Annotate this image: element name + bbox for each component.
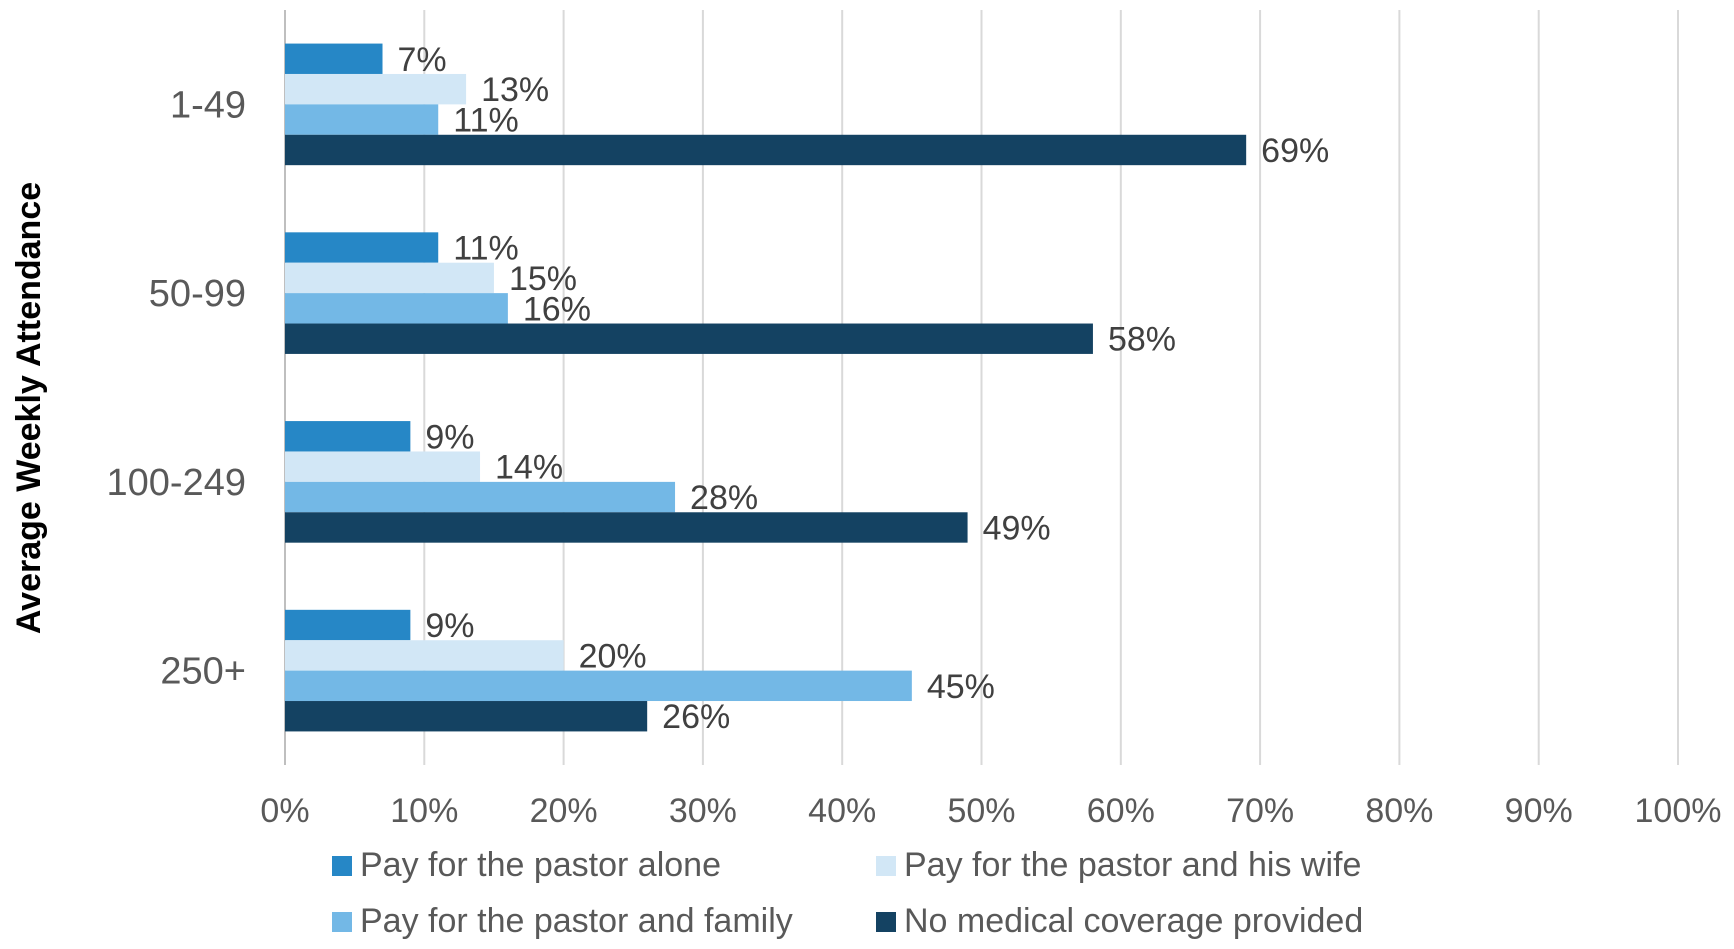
category-label: 100-249 <box>107 462 246 504</box>
legend-label: Pay for the pastor and family <box>360 902 793 940</box>
bar <box>285 323 1093 354</box>
bar <box>285 640 564 671</box>
x-tick-label: 30% <box>669 792 737 830</box>
bar <box>285 43 383 74</box>
bar <box>285 293 508 324</box>
x-tick-label: 100% <box>1635 792 1722 830</box>
x-tick-label: 90% <box>1505 792 1573 830</box>
category-label: 250+ <box>160 651 246 693</box>
data-label: 7% <box>398 41 447 79</box>
x-tick-label: 20% <box>530 792 598 830</box>
data-label: 13% <box>481 71 549 109</box>
data-label: 58% <box>1108 321 1176 359</box>
data-label: 69% <box>1261 132 1329 170</box>
x-tick-label: 40% <box>808 792 876 830</box>
data-label: 14% <box>495 449 563 487</box>
bar <box>285 512 968 543</box>
bar <box>285 421 411 452</box>
data-label: 49% <box>983 509 1051 547</box>
data-label: 15% <box>509 260 577 298</box>
data-label: 16% <box>523 290 591 328</box>
data-label: 9% <box>425 418 474 456</box>
legend-label: Pay for the pastor and his wife <box>904 846 1361 884</box>
bar <box>285 73 467 105</box>
legend-swatch <box>332 856 352 876</box>
bars: 7%13%11%69%11%15%16%58%9%14%28%49%9%20%4… <box>285 41 1329 736</box>
x-tick-label: 0% <box>260 792 309 830</box>
legend-label: No medical coverage provided <box>904 902 1363 940</box>
data-label: 9% <box>425 607 474 645</box>
legend-item: No medical coverage provided <box>876 902 1363 940</box>
legend-item: Pay for the pastor and his wife <box>876 846 1361 884</box>
bar <box>285 232 439 263</box>
x-tick-label: 50% <box>947 792 1015 830</box>
data-label: 28% <box>690 479 758 517</box>
bar <box>285 451 481 482</box>
legend-swatch <box>876 912 896 932</box>
legend-swatch <box>332 912 352 932</box>
data-label: 26% <box>662 698 730 736</box>
legend-item: Pay for the pastor alone <box>332 846 721 884</box>
data-label: 11% <box>453 102 519 140</box>
bar <box>285 481 676 513</box>
legend-label: Pay for the pastor alone <box>360 846 721 884</box>
x-tick-label: 10% <box>390 792 458 830</box>
x-tick-label: 70% <box>1226 792 1294 830</box>
data-label: 45% <box>927 668 995 706</box>
data-label: 20% <box>579 637 647 675</box>
bar <box>285 134 1247 166</box>
x-tick-label: 80% <box>1365 792 1433 830</box>
x-tick-label: 60% <box>1087 792 1155 830</box>
category-label: 50-99 <box>149 273 246 315</box>
bar <box>285 670 912 702</box>
category-labels: 1-49 50-99 100-249 250+ <box>107 84 246 692</box>
legend-swatch <box>876 856 896 876</box>
x-axis-ticks: 0% 10% 20% 30% 40% 50% 60% 70% 80% 90% 100% <box>260 792 1721 830</box>
category-label: 1-49 <box>170 84 246 126</box>
bar <box>285 609 411 641</box>
bar <box>285 104 439 135</box>
y-axis-title: Average Weekly Attendance <box>10 182 48 634</box>
bar <box>285 262 494 294</box>
legend: Pay for the pastor alone Pay for the past… <box>332 846 1363 940</box>
data-label: 11% <box>453 230 519 268</box>
legend-item: Pay for the pastor and family <box>332 902 793 940</box>
bar <box>285 701 648 732</box>
